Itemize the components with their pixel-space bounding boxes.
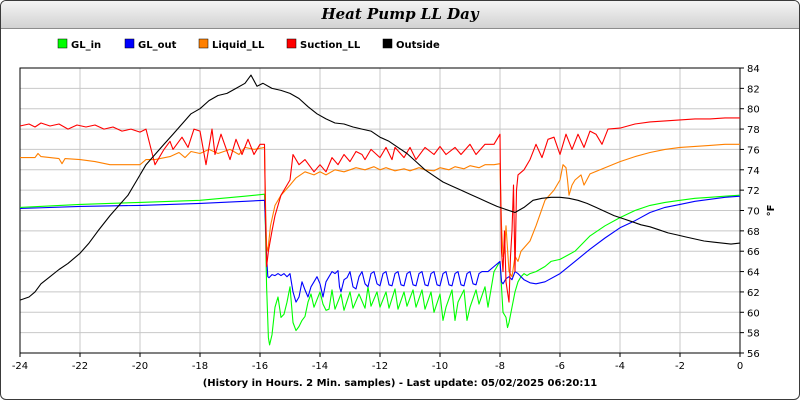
y-tick-label: 72 [747, 186, 760, 197]
legend-label: GL_in [71, 40, 101, 51]
y-tick-label: 64 [747, 268, 760, 279]
y-tick-label: 68 [747, 227, 760, 238]
legend-item-outside: Outside [382, 38, 440, 51]
series-line-gl-out [19, 195, 741, 303]
x-tick-label: -2 [675, 361, 685, 372]
chart-title: Heat Pump LL Day [321, 5, 479, 23]
legend: GL_in GL_out Liquid_LL Suction_LL Outside [57, 38, 440, 51]
x-tick-label: -8 [495, 361, 505, 372]
legend-swatch [124, 38, 135, 49]
legend-item-gl-in: GL_in [57, 38, 101, 51]
x-tick-label: -22 [72, 361, 88, 372]
y-tick-label: 62 [747, 288, 760, 299]
series-line-outside [19, 74, 741, 301]
legend-label: GL_out [138, 40, 177, 51]
series-layer [19, 74, 741, 346]
y-tick-label: 56 [747, 349, 760, 360]
series-line-gl-in [19, 193, 741, 346]
y-tick-label: 70 [747, 207, 760, 218]
legend-label: Outside [396, 40, 440, 51]
y-tick-label: 74 [747, 166, 760, 177]
y-tick-label: 80 [747, 105, 760, 116]
x-axis-caption: (History in Hours. 2 Min. samples) - Las… [203, 378, 598, 389]
y-tick-label: 78 [747, 125, 760, 136]
y-axis-label: °F [766, 205, 777, 217]
x-axis: -24 -22 -20 -18 -16 -14 -12 -10 -8 -6 -4 -2 0 [12, 353, 743, 372]
x-tick-label: -14 [312, 361, 328, 372]
title-bar: Heat Pump LL Day [1, 1, 799, 29]
x-tick-label: 0 [737, 361, 743, 372]
y-tick-label: 76 [747, 145, 760, 156]
y-tick-label: 82 [747, 84, 760, 95]
x-tick-label: -24 [12, 361, 28, 372]
x-tick-label: -16 [252, 361, 268, 372]
x-tick-label: -4 [615, 361, 625, 372]
x-tick-label: -6 [555, 361, 565, 372]
x-tick-label: -18 [192, 361, 208, 372]
y-tick-label: 58 [747, 329, 760, 340]
legend-swatch [57, 38, 68, 49]
x-tick-label: -10 [432, 361, 448, 372]
legend-item-liquid-ll: Liquid_LL [198, 38, 265, 51]
x-tick-label: -20 [132, 361, 148, 372]
y-tick-label: 66 [747, 247, 760, 258]
legend-item-suction-ll: Suction_LL [286, 38, 361, 51]
grid [19, 67, 741, 354]
series-line-liquid-ll [20, 143, 740, 278]
legend-label: Liquid_LL [212, 40, 265, 51]
x-tick-label: -12 [372, 361, 388, 372]
y-tick-label: 60 [747, 308, 760, 319]
legend-label: Suction_LL [300, 40, 361, 51]
legend-item-gl-out: GL_out [124, 38, 177, 51]
legend-swatch [382, 38, 393, 49]
legend-swatch [286, 38, 297, 49]
series-line-suction-ll [19, 117, 740, 303]
y-tick-label: 84 [747, 64, 760, 75]
y-axis: 56 58 60 62 64 66 68 70 72 74 76 78 80 82 84 [740, 64, 760, 360]
legend-swatch [198, 38, 209, 49]
